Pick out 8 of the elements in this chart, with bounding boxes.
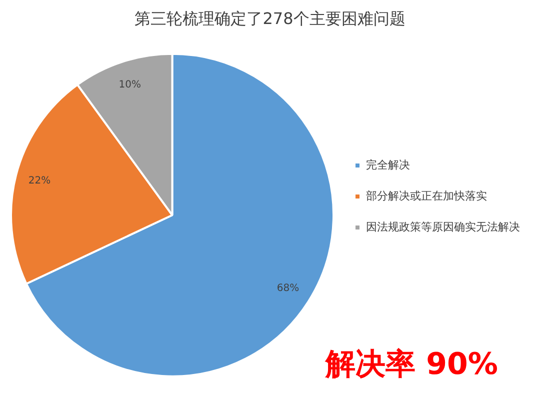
data-label: 10% xyxy=(118,79,142,90)
legend-label: 部分解决或正在加快落实 xyxy=(366,189,487,202)
data-label: 68% xyxy=(276,283,300,294)
data-label: 22% xyxy=(28,176,51,187)
text: 解决率 90% xyxy=(326,346,498,384)
legend-label: 完全解决 xyxy=(366,158,410,172)
chart-title: 第三轮梳理确定了278个主要困难问题 xyxy=(134,8,406,28)
legend-label: 因法规政策等原因确实无法解决 xyxy=(366,220,520,234)
